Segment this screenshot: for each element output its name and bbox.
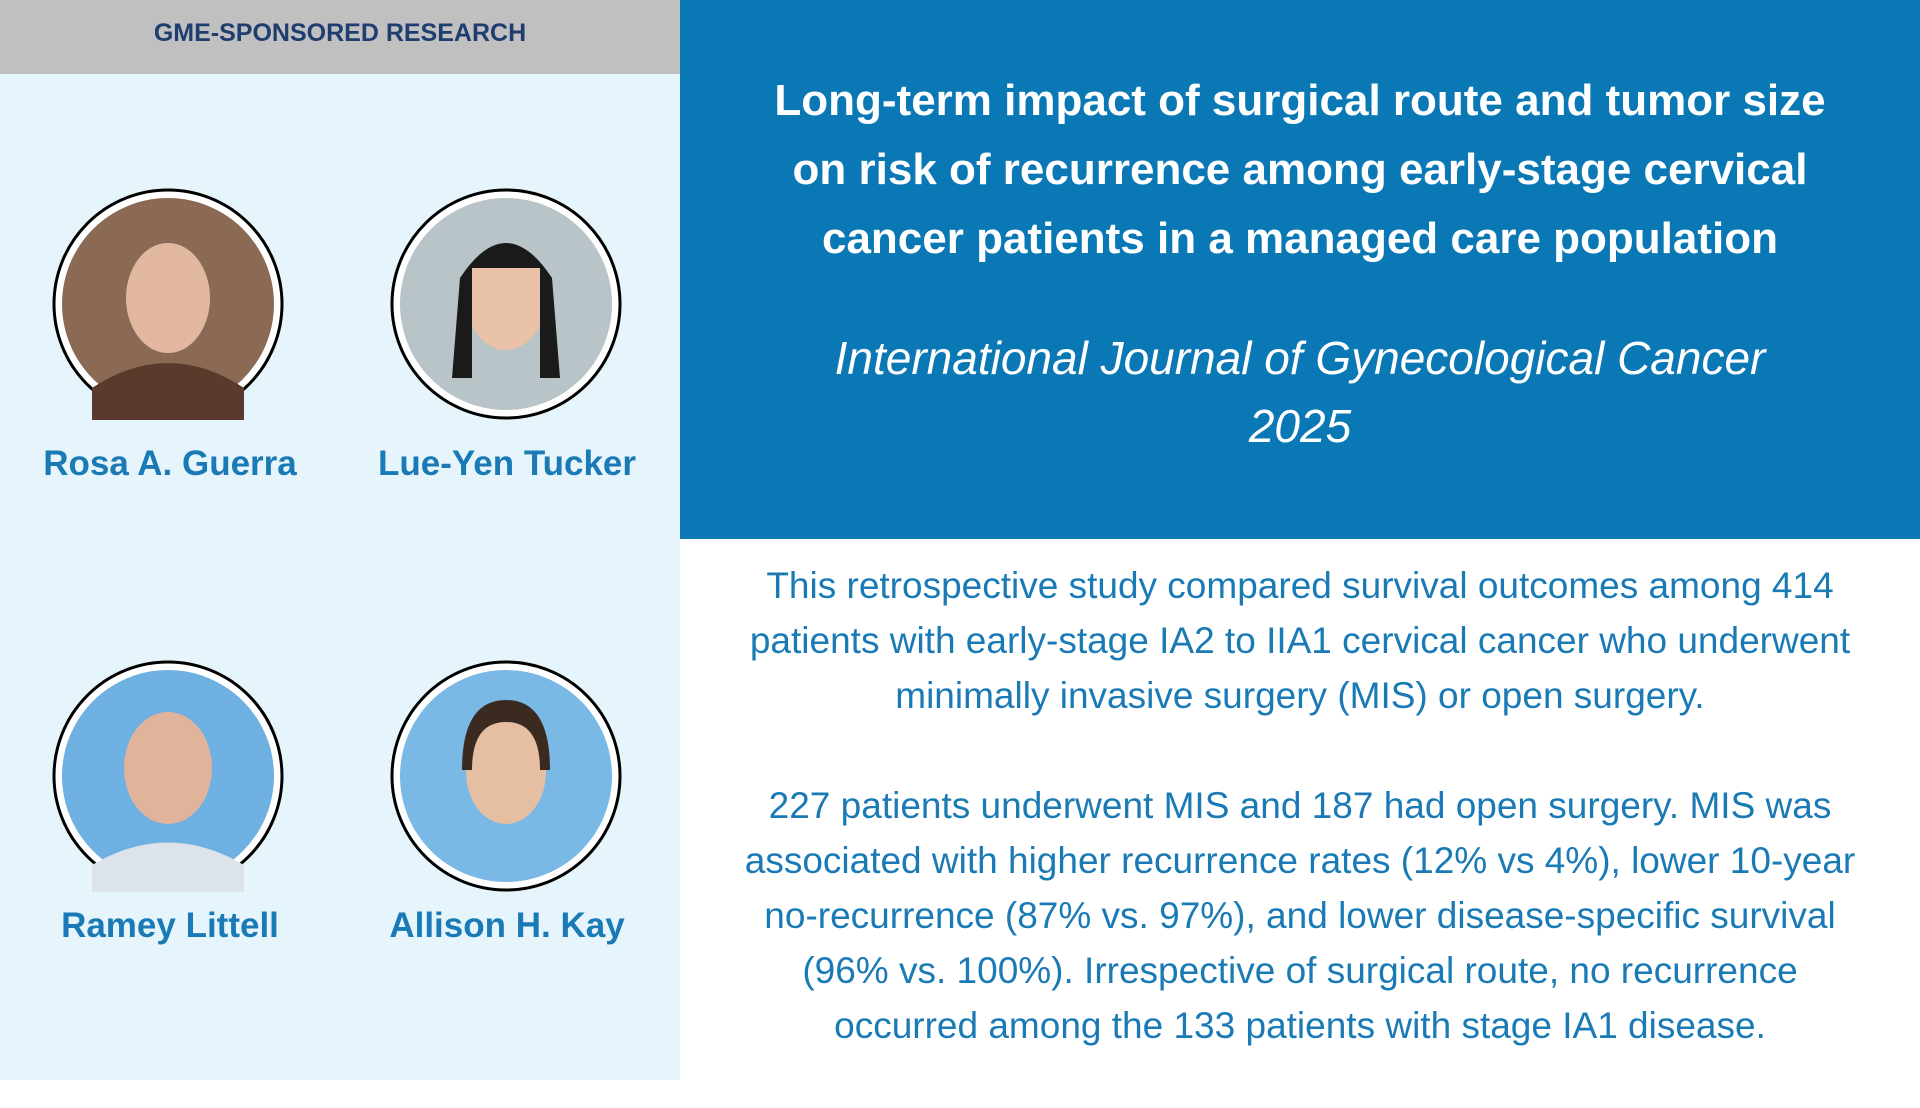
text-line: occurred among the 133 patients with sta… bbox=[834, 1005, 1766, 1046]
title-panel: Long-term impact of surgical route and t… bbox=[680, 0, 1920, 539]
text-line: patients with early-stage IA2 to IIA1 ce… bbox=[749, 620, 1851, 661]
text-line: minimally invasive surgery (MIS) or open… bbox=[895, 675, 1705, 716]
paragraph: This retrospective study compared surviv… bbox=[680, 558, 1920, 723]
author-name: Ramey Littell bbox=[61, 906, 279, 945]
paragraph: 227 patients underwent MIS and 187 had o… bbox=[680, 778, 1920, 1053]
journal-name: International Journal of Gynecological C… bbox=[834, 332, 1766, 384]
author-name: Lue-Yen Tucker bbox=[377, 444, 637, 483]
title-line: on risk of recurrence among early-stage … bbox=[792, 145, 1808, 194]
author-name: Allison H. Kay bbox=[389, 906, 625, 945]
author-photo bbox=[390, 660, 622, 892]
text-line: 227 patients underwent MIS and 187 had o… bbox=[768, 785, 1832, 826]
journal-year: 2025 bbox=[1248, 400, 1352, 452]
author-photo bbox=[390, 188, 622, 420]
author-photo bbox=[52, 188, 284, 420]
journal: International Journal of Gynecological C… bbox=[680, 324, 1920, 460]
author-name: Rosa A. Guerra bbox=[43, 444, 297, 483]
text-line: no-recurrence (87% vs. 97%), and lower d… bbox=[764, 895, 1836, 936]
author-photo bbox=[52, 660, 284, 892]
text-line: (96% vs. 100%). Irrespective of surgical… bbox=[802, 950, 1798, 991]
title-line: Long-term impact of surgical route and t… bbox=[774, 76, 1826, 125]
page: GME-SPONSORED RESEARCH Rosa A. Guerra Lu… bbox=[0, 0, 1920, 1080]
summary: This retrospective study compared surviv… bbox=[680, 558, 1920, 1108]
author-panel: GME-SPONSORED RESEARCH Rosa A. Guerra Lu… bbox=[0, 0, 680, 1080]
title-line: cancer patients in a managed care popula… bbox=[821, 214, 1779, 263]
header-label: GME-SPONSORED RESEARCH bbox=[0, 0, 680, 74]
text-line: This retrospective study compared surviv… bbox=[766, 565, 1834, 606]
title: Long-term impact of surgical route and t… bbox=[680, 66, 1920, 273]
text-line: associated with higher recurrence rates … bbox=[744, 840, 1856, 881]
